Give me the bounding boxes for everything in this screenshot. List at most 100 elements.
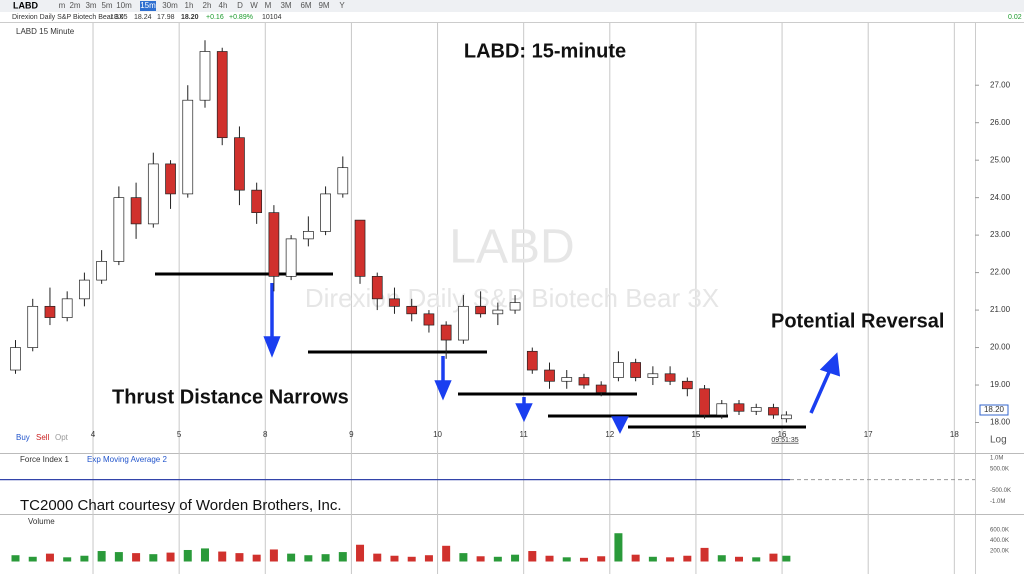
y-tick-label: 22.00 xyxy=(990,268,1011,277)
candle-body xyxy=(664,373,676,382)
timeframe-button[interactable]: 4h xyxy=(219,1,228,10)
arrows xyxy=(263,283,841,434)
y-tick-label: 25.00 xyxy=(990,155,1011,164)
volume-tick-label: 200.0K xyxy=(990,549,1009,555)
volume-bar xyxy=(528,551,537,562)
volume-bar xyxy=(28,556,37,562)
x-tick-label: 8 xyxy=(263,430,268,439)
annotation-title: LABD: 15-minute xyxy=(464,40,626,62)
timeframe-button[interactable]: 15m xyxy=(140,1,156,10)
candle-body xyxy=(182,99,194,195)
timeframe-button[interactable]: 5m xyxy=(101,1,112,10)
volume-bar xyxy=(321,554,330,562)
volume-bar xyxy=(442,545,451,562)
volume-bar xyxy=(373,553,382,562)
candle-body xyxy=(130,197,142,225)
timeframe-button[interactable]: 3M xyxy=(280,1,291,10)
candle-body xyxy=(561,377,573,382)
candle-body xyxy=(440,324,452,341)
volume-bar xyxy=(493,556,502,562)
candle-body xyxy=(96,261,107,281)
change-pct: +0.89% xyxy=(229,14,253,21)
volume-bar xyxy=(769,553,778,562)
volume-bar xyxy=(683,555,692,562)
volume-bar xyxy=(338,552,347,562)
y-tick-label: 26.00 xyxy=(990,118,1011,127)
timeframe-button[interactable]: Y xyxy=(339,1,345,10)
timeframe-button[interactable]: 30m xyxy=(162,1,178,10)
credit: TC2000 Chart courtesy of Worden Brothers… xyxy=(20,497,342,514)
candle-body xyxy=(475,305,486,315)
candle-body xyxy=(268,212,280,277)
timeframe-button[interactable]: 6M xyxy=(300,1,311,10)
volume-bar xyxy=(597,556,606,562)
volume-bar xyxy=(614,533,623,562)
volume-title: Volume xyxy=(28,517,55,526)
x-tick-label: 5 xyxy=(177,430,182,439)
scale-toggle[interactable]: Log xyxy=(990,435,1007,446)
annotation-lines xyxy=(155,272,806,429)
last: 18.20 xyxy=(181,14,199,21)
candle-body xyxy=(251,189,263,213)
candle-body xyxy=(630,362,641,378)
candle-body xyxy=(492,309,504,315)
volume-bar xyxy=(80,555,89,562)
timeframe-button[interactable]: W xyxy=(250,1,258,10)
candle-body xyxy=(302,231,314,240)
annotation: Thrust Distance Narrows xyxy=(112,386,349,408)
opt-button[interactable]: Opt xyxy=(55,433,69,442)
volume-bar xyxy=(287,553,296,562)
timeframe-button[interactable]: 2m xyxy=(69,1,80,10)
volume: 10104 xyxy=(262,14,282,21)
timeframe-button[interactable]: D xyxy=(237,1,243,10)
arrow xyxy=(809,369,832,414)
candle-body xyxy=(10,347,21,371)
volume-bar xyxy=(562,557,571,562)
candle-body xyxy=(113,197,125,262)
arrow-head xyxy=(515,403,533,423)
description: Direxion Daily S&P Biotech Bear 3X xyxy=(12,14,124,21)
x-tick-label: 15 xyxy=(691,430,700,439)
timeframe-button[interactable]: 9M xyxy=(318,1,329,10)
toolbar xyxy=(0,0,1024,12)
volume-bar xyxy=(545,555,554,562)
x-tick-label: 17 xyxy=(864,430,873,439)
candle-body xyxy=(285,238,297,277)
candle-body xyxy=(165,163,176,195)
sell-button[interactable]: Sell xyxy=(36,433,50,442)
timeframe-button[interactable]: 10m xyxy=(116,1,132,10)
symbol[interactable]: LABD xyxy=(13,0,38,10)
x-tick-label: 10 xyxy=(433,430,442,439)
buy-button[interactable]: Buy xyxy=(16,433,30,442)
x-tick-label: 11 xyxy=(520,430,529,439)
timeframe-button[interactable]: 1h xyxy=(185,1,194,10)
force-title: Force Index 1 xyxy=(20,455,69,464)
volume-bar xyxy=(149,554,158,562)
timeframe-button[interactable]: 2h xyxy=(203,1,212,10)
candle-body xyxy=(716,403,728,416)
timeframe-button[interactable]: m xyxy=(59,1,66,10)
volume-bar xyxy=(252,554,261,562)
candle-body xyxy=(733,403,745,412)
volume-bar xyxy=(235,553,244,562)
candle-body xyxy=(147,163,159,225)
watermark: LABD xyxy=(449,221,574,274)
time-label: 09:51:35 xyxy=(771,437,798,444)
open: 18.05 xyxy=(110,14,128,21)
volume-bar xyxy=(132,553,141,562)
volume-bar xyxy=(717,555,726,562)
candle-body xyxy=(647,373,659,378)
timeframe-button[interactable]: 3m xyxy=(85,1,96,10)
change: +0.16 xyxy=(206,14,224,21)
last-price-label: 18.20 xyxy=(984,405,1005,414)
volume-bar xyxy=(631,554,640,562)
volume-bar xyxy=(45,553,54,562)
volume-bar xyxy=(424,555,433,562)
pane-title: LABD 15 Minute xyxy=(16,27,75,36)
y-tick-label: 23.00 xyxy=(990,230,1011,239)
timeframe-button[interactable]: M xyxy=(265,1,272,10)
volume-bar xyxy=(648,556,657,562)
volume-bar xyxy=(752,557,761,562)
